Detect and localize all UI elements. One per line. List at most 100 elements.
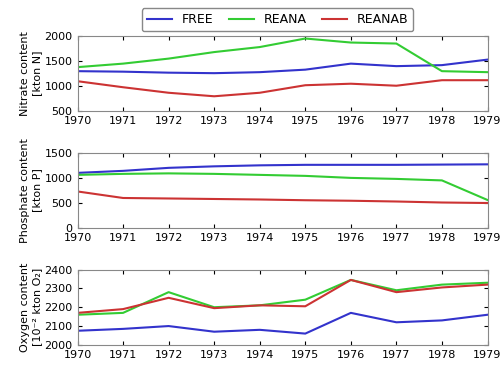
REANAB xyxy=(302,83,308,88)
FREE xyxy=(74,69,80,74)
REANAB xyxy=(348,278,354,282)
REANA xyxy=(348,175,354,180)
REANAB xyxy=(394,199,400,204)
REANAB xyxy=(120,196,126,200)
REANAB xyxy=(120,85,126,89)
FREE xyxy=(348,163,354,167)
FREE xyxy=(348,61,354,66)
Line: REANA: REANA xyxy=(78,173,488,200)
REANA xyxy=(166,171,172,175)
FREE xyxy=(211,71,217,75)
FREE xyxy=(439,63,445,67)
REANAB xyxy=(74,79,80,83)
FREE xyxy=(484,312,490,317)
Line: REANA: REANA xyxy=(78,280,488,315)
REANA xyxy=(484,198,490,202)
REANA xyxy=(74,65,80,69)
REANA xyxy=(394,177,400,181)
Line: FREE: FREE xyxy=(78,164,488,173)
FREE xyxy=(256,327,262,332)
REANAB xyxy=(484,78,490,83)
FREE xyxy=(302,331,308,336)
REANAB xyxy=(256,91,262,95)
REANAB xyxy=(256,303,262,308)
FREE xyxy=(120,169,126,173)
REANA xyxy=(256,303,262,308)
REANAB xyxy=(439,200,445,205)
FREE xyxy=(120,69,126,74)
REANAB xyxy=(302,198,308,202)
Line: REANAB: REANAB xyxy=(78,280,488,313)
REANA xyxy=(74,312,80,317)
REANA xyxy=(348,278,354,282)
FREE xyxy=(394,320,400,324)
REANAB xyxy=(439,78,445,83)
REANA xyxy=(394,41,400,46)
FREE xyxy=(74,171,80,175)
REANA xyxy=(484,280,490,285)
FREE xyxy=(348,311,354,315)
REANAB xyxy=(211,94,217,99)
FREE xyxy=(394,64,400,69)
REANA xyxy=(256,45,262,49)
FREE xyxy=(74,329,80,333)
REANA xyxy=(211,50,217,54)
REANA xyxy=(166,56,172,61)
Line: REANAB: REANAB xyxy=(78,191,488,203)
FREE xyxy=(439,318,445,323)
REANAB xyxy=(74,189,80,194)
REANA xyxy=(74,172,80,177)
FREE xyxy=(166,166,172,170)
REANA xyxy=(211,172,217,176)
FREE xyxy=(302,67,308,72)
FREE xyxy=(394,163,400,167)
REANA xyxy=(394,288,400,293)
FREE xyxy=(211,329,217,334)
REANAB xyxy=(484,201,490,205)
FREE xyxy=(256,163,262,168)
REANA xyxy=(439,282,445,287)
REANAB xyxy=(211,197,217,201)
Y-axis label: Phosphate content
[kton P]: Phosphate content [kton P] xyxy=(20,138,42,243)
Line: REANAB: REANAB xyxy=(78,80,488,96)
REANA xyxy=(120,172,126,176)
REANA xyxy=(120,311,126,315)
REANA xyxy=(166,290,172,294)
FREE xyxy=(166,324,172,328)
REANAB xyxy=(302,304,308,309)
REANAB xyxy=(166,296,172,300)
REANAB xyxy=(484,282,490,287)
REANAB xyxy=(256,197,262,202)
FREE xyxy=(439,162,445,167)
REANA xyxy=(302,298,308,302)
REANAB xyxy=(394,290,400,294)
REANA xyxy=(120,61,126,66)
FREE xyxy=(120,327,126,331)
REANA xyxy=(302,174,308,178)
REANA xyxy=(484,70,490,74)
REANAB xyxy=(120,307,126,312)
REANA xyxy=(211,305,217,310)
FREE xyxy=(484,57,490,62)
REANAB xyxy=(394,83,400,88)
Line: FREE: FREE xyxy=(78,60,488,73)
Line: FREE: FREE xyxy=(78,313,488,334)
Y-axis label: Oxygen content
[10⁻² kton O₂]: Oxygen content [10⁻² kton O₂] xyxy=(20,263,42,352)
FREE xyxy=(166,70,172,75)
REANAB xyxy=(439,285,445,290)
REANA xyxy=(348,40,354,45)
FREE xyxy=(484,162,490,167)
REANA xyxy=(439,69,445,74)
REANAB xyxy=(166,196,172,201)
REANAB xyxy=(348,199,354,203)
REANAB xyxy=(348,81,354,86)
REANAB xyxy=(211,306,217,310)
REANA xyxy=(302,36,308,41)
Y-axis label: Nitrate content
[kton N]: Nitrate content [kton N] xyxy=(20,31,42,116)
REANAB xyxy=(74,311,80,315)
Legend: FREE, REANA, REANAB: FREE, REANA, REANAB xyxy=(142,8,413,31)
REANAB xyxy=(166,91,172,95)
REANA xyxy=(256,172,262,177)
FREE xyxy=(302,163,308,167)
Line: REANA: REANA xyxy=(78,39,488,72)
